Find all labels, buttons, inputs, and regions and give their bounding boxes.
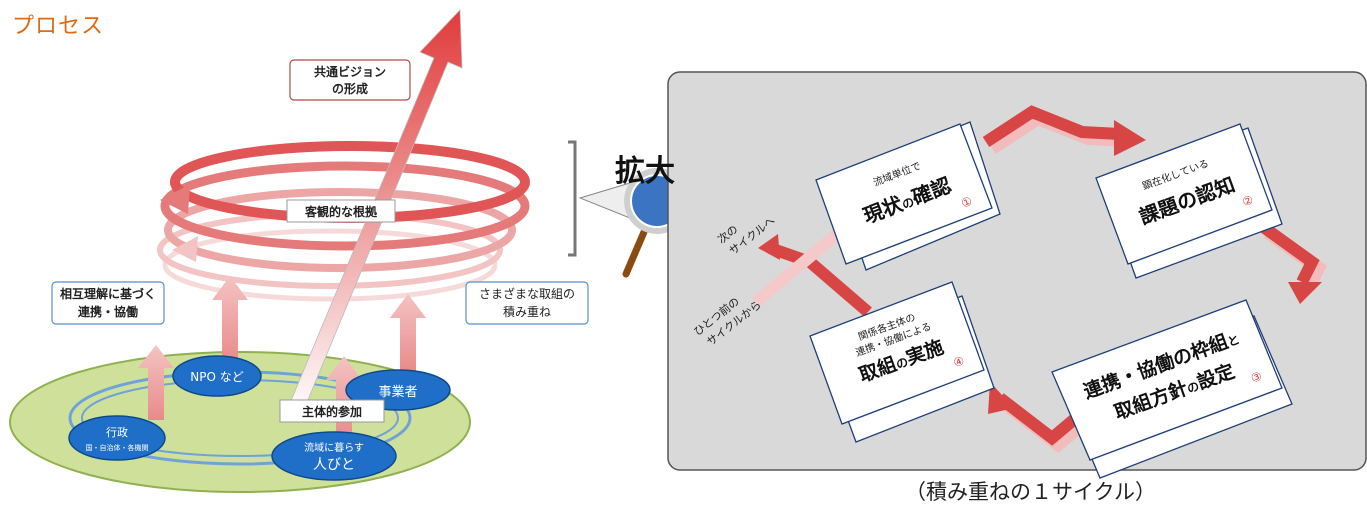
actor-gov-label: 行政 xyxy=(106,425,128,439)
objective-basis-label: 客観的な根拠 xyxy=(304,204,378,219)
card2-number: ② xyxy=(1240,192,1255,209)
mutual-line1: 相互理解に基づく xyxy=(60,286,156,301)
cycle-card-2: 顕在化している 課題の認知 ② xyxy=(1095,123,1273,265)
actor-gov: 行政 国・自治体・各機関 xyxy=(68,415,166,461)
zoom-bracket xyxy=(568,140,577,257)
card1-main-b: の xyxy=(900,195,916,212)
various-efforts-box: さまざまな取組の 積み重ね xyxy=(465,281,589,325)
cycle-card-3: 連携・協働の枠組と 取組方針の設定 ③ xyxy=(1051,299,1283,461)
participation-box: 主体的参加 xyxy=(279,399,385,423)
actor-npo-label: NPO など xyxy=(190,370,243,384)
actor-gov-sublabel: 国・自治体・各機関 xyxy=(86,443,149,452)
mutual-line2: 連携・協働 xyxy=(78,304,138,319)
card1-number: ① xyxy=(959,194,974,211)
card4-number: ④ xyxy=(952,353,967,370)
participation-label: 主体的参加 xyxy=(302,404,362,419)
actor-up-arrows xyxy=(138,276,426,440)
card3-line1-b: と xyxy=(1226,332,1242,349)
cycle-card-1: 流域単位で 現状の確認 ① xyxy=(815,123,993,265)
actor-people-big: 人びと xyxy=(313,457,355,473)
cycle-caption: （積み重ねの１サイクル） xyxy=(905,480,1156,504)
actor-people: 流域に暮らす 人びと xyxy=(271,431,397,481)
page-title: プロセス xyxy=(12,14,105,39)
vision-line2: の形成 xyxy=(332,81,368,96)
actor-npo: NPO など xyxy=(172,355,262,397)
cycle-card-4: 関係各主体の 連携・協働による 取組の実施 ④ xyxy=(809,281,985,425)
various-line2: 積み重ね xyxy=(503,304,551,319)
actor-business-label: 事業者 xyxy=(378,384,417,400)
mutual-understanding-box: 相互理解に基づく 連携・協働 xyxy=(51,281,165,325)
zoom-label: 拡大 xyxy=(615,154,675,189)
objective-basis-box: 客観的な根拠 xyxy=(286,199,396,223)
card4-main-b: の xyxy=(894,355,910,372)
vision-line1: 共通ビジョン xyxy=(314,64,386,79)
various-line1: さまざまな取組の xyxy=(479,286,575,301)
spiral-rings xyxy=(157,141,530,302)
card3-line2-b: の xyxy=(1185,379,1201,396)
actor-people-small: 流域に暮らす xyxy=(304,441,364,454)
vision-label-box: 共通ビジョン の形成 xyxy=(289,59,411,101)
card3-number: ③ xyxy=(1249,369,1264,386)
